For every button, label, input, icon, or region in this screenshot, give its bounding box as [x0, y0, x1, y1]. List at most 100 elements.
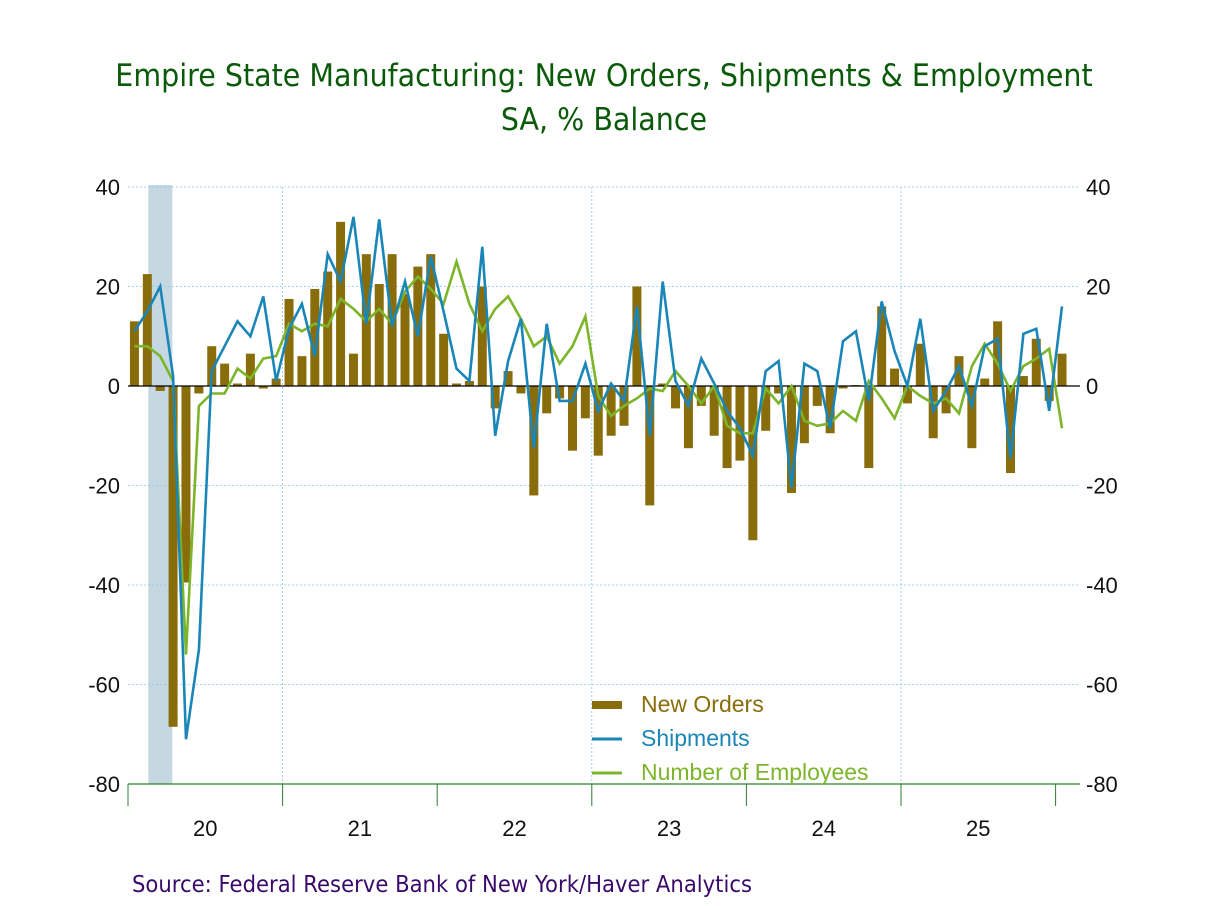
bar-new-orders	[207, 346, 217, 386]
bar-new-orders	[890, 368, 900, 386]
bar-new-orders	[181, 386, 191, 583]
legend-label-new-orders: New Orders	[641, 691, 764, 717]
bar-new-orders	[632, 286, 642, 386]
bar-new-orders	[838, 386, 848, 389]
bar-new-orders	[761, 386, 771, 431]
chart-subtitle: SA, % Balance	[500, 102, 708, 138]
bar-new-orders	[464, 381, 474, 386]
bar-new-orders	[413, 266, 423, 386]
bar-new-orders	[155, 386, 165, 391]
line-series-layer	[133, 216, 1064, 740]
bar-new-orders	[233, 383, 243, 386]
y-tick-label-left: -80	[88, 772, 120, 797]
y-tick-label-right: -60	[1086, 673, 1118, 698]
bar-new-orders	[129, 321, 139, 386]
bar-new-orders	[168, 386, 178, 727]
bar-new-orders	[1044, 386, 1054, 401]
bar-new-orders	[993, 321, 1003, 386]
bar-new-orders	[980, 378, 990, 386]
line-number-of-employees	[134, 257, 1064, 655]
bar-new-orders	[902, 386, 912, 404]
bar-new-orders	[786, 386, 796, 493]
y-tick-label-left: 0	[108, 374, 120, 399]
bar-new-orders	[310, 288, 320, 386]
y-tick-label-right: -80	[1086, 772, 1118, 797]
y-tick-label-right: -40	[1086, 573, 1118, 598]
bar-new-orders	[1018, 376, 1028, 386]
bar-new-orders	[284, 298, 294, 386]
bar-new-orders	[400, 293, 410, 386]
bar-new-orders	[194, 386, 204, 394]
bar-new-orders	[1057, 353, 1067, 386]
legend-swatch-new-orders	[592, 701, 622, 709]
bar-new-orders	[490, 386, 500, 409]
x-tick-label: 21	[348, 816, 372, 841]
x-tick-label: 20	[193, 816, 217, 841]
bar-new-orders	[748, 386, 758, 541]
y-tick-label-right: -20	[1086, 474, 1118, 499]
chart-title: Empire State Manufacturing: New Orders, …	[115, 58, 1093, 94]
y-tick-label-left: 40	[96, 175, 120, 200]
y-tick-label-right: 20	[1086, 275, 1110, 300]
bar-new-orders	[220, 363, 230, 386]
bar-new-orders	[671, 386, 681, 409]
bar-new-orders	[297, 356, 307, 386]
bar-new-orders	[503, 371, 513, 386]
legend: New Orders Shipments Number of Employees	[592, 691, 869, 785]
bar-new-orders	[645, 386, 655, 506]
bar-new-orders	[606, 386, 616, 436]
bar-new-orders	[658, 383, 668, 386]
x-tick-label: 25	[966, 816, 990, 841]
bar-new-orders	[967, 386, 977, 449]
bar-new-orders	[323, 271, 333, 386]
x-tick-label: 22	[502, 816, 526, 841]
bar-new-orders	[516, 386, 526, 394]
bar-new-orders	[336, 221, 346, 386]
x-tick-label: 23	[657, 816, 681, 841]
bar-new-orders	[799, 386, 809, 444]
y-tick-label-left: -40	[88, 573, 120, 598]
bar-new-orders	[258, 386, 268, 389]
bar-new-orders	[683, 386, 693, 449]
bar-new-orders	[774, 386, 784, 394]
y-tick-label-left: -60	[88, 673, 120, 698]
axis-layer: 20 21 22 23 24 25 40 40 20 20 0 0 -20 -20 -40 -40 -60 -60…	[88, 175, 1118, 841]
bar-new-orders	[696, 386, 706, 406]
bar-new-orders	[452, 383, 462, 386]
bar-new-orders	[542, 386, 552, 414]
bar-new-orders	[812, 386, 822, 406]
bar-new-orders	[374, 284, 384, 386]
bar-new-orders	[245, 353, 255, 386]
bar-new-orders	[825, 386, 835, 434]
bar-new-orders	[348, 353, 358, 386]
legend-label-shipments: Shipments	[641, 725, 750, 751]
bar-new-orders	[580, 386, 590, 419]
bar-new-orders	[477, 286, 487, 386]
bar-new-orders	[954, 356, 964, 386]
bar-new-orders	[439, 333, 449, 386]
y-tick-label-right: 40	[1086, 175, 1110, 200]
bar-new-orders	[735, 386, 745, 461]
bar-new-orders	[1006, 386, 1016, 474]
y-tick-label-left: 20	[96, 275, 120, 300]
y-tick-label-left: -20	[88, 474, 120, 499]
bar-new-orders	[864, 386, 874, 469]
grid-layer	[128, 186, 1080, 784]
bar-new-orders	[426, 254, 436, 386]
bar-new-orders	[915, 343, 925, 386]
x-tick-label: 24	[811, 816, 835, 841]
bar-new-orders	[567, 386, 577, 451]
bar-new-orders	[271, 378, 281, 386]
bar-new-orders	[142, 274, 152, 386]
bar-new-orders	[555, 386, 565, 399]
new-orders-bars	[129, 221, 1067, 727]
line-shipments	[133, 216, 1064, 740]
source-note: Source: Federal Reserve Bank of New York…	[132, 872, 753, 898]
y-tick-label-right: 0	[1086, 374, 1098, 399]
legend-label-employees: Number of Employees	[641, 759, 869, 785]
bar-new-orders	[1031, 338, 1041, 386]
bar-new-orders	[709, 386, 719, 436]
bar-new-orders	[877, 306, 887, 386]
bar-new-orders	[593, 386, 603, 456]
